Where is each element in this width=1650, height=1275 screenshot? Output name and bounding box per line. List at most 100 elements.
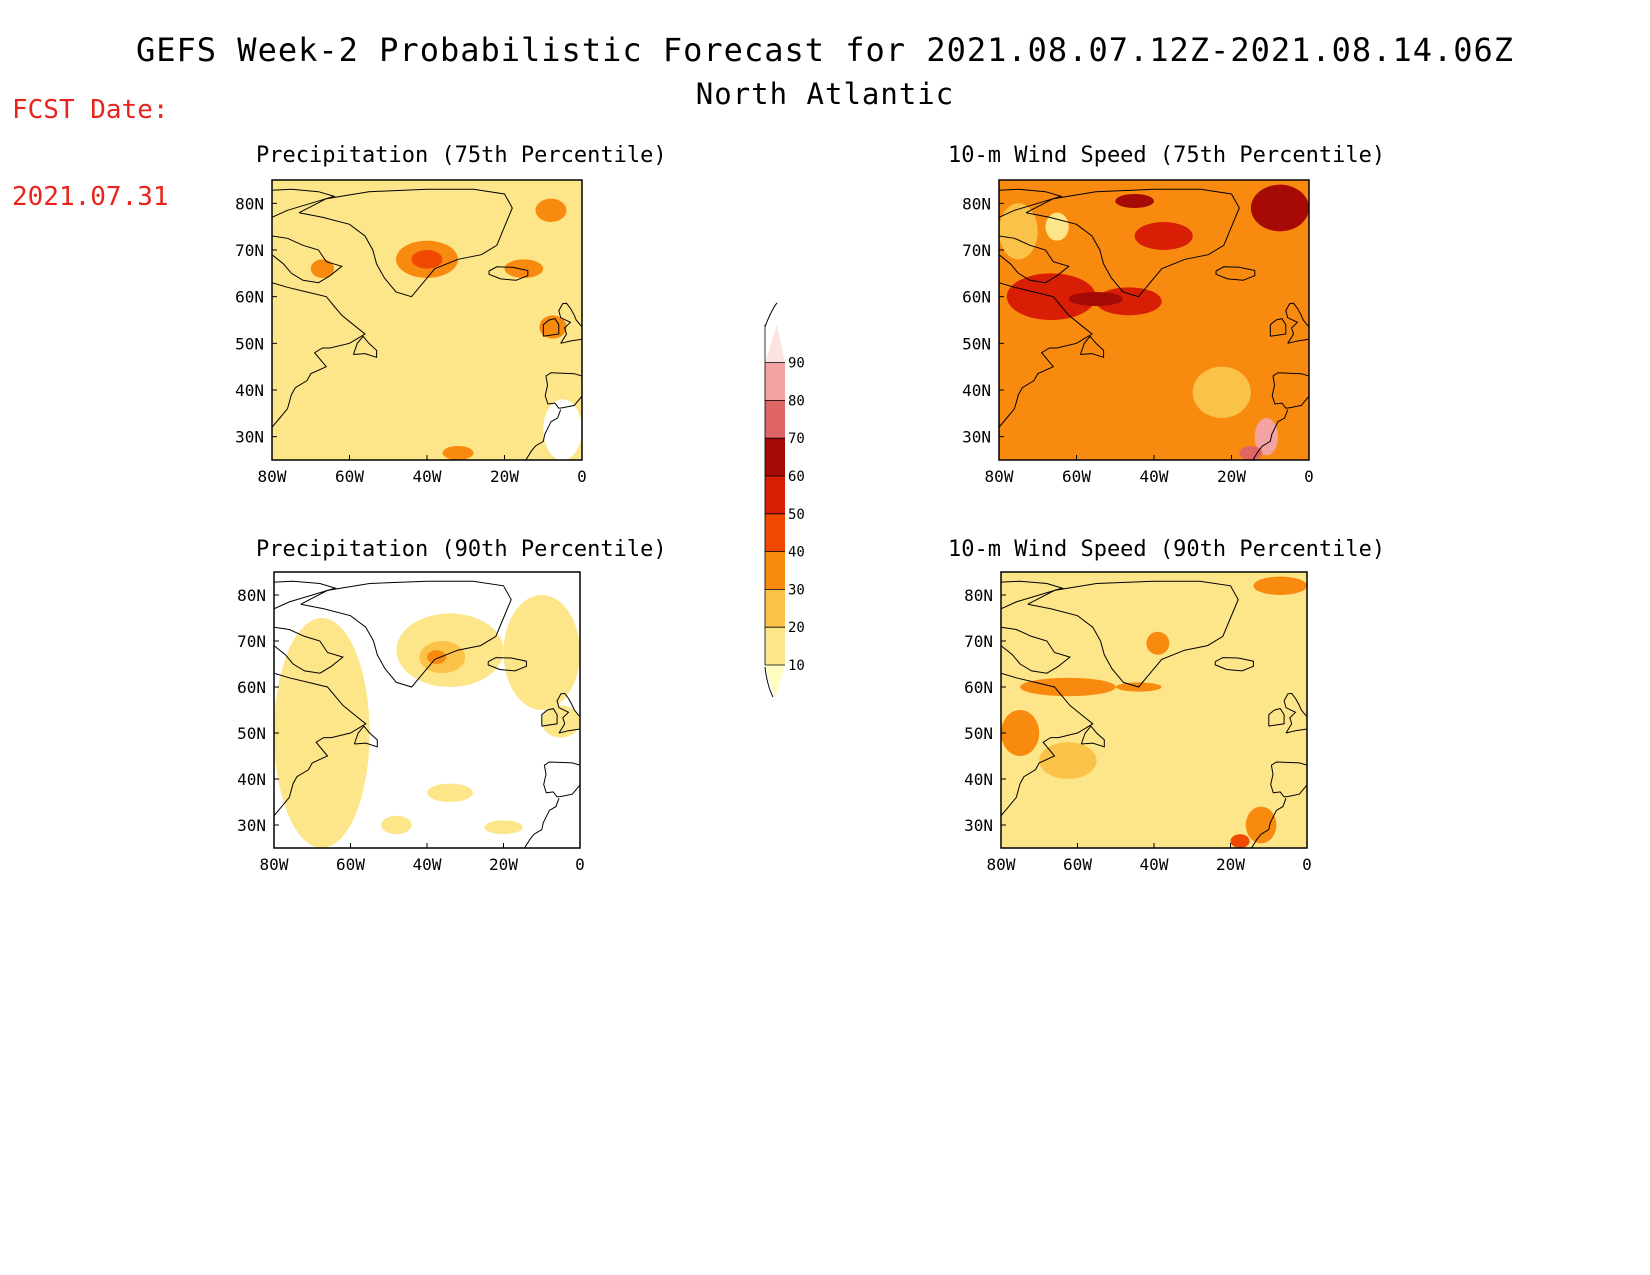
shaded-region bbox=[484, 820, 523, 835]
colorbar: 10 20 30 40 50 60 70 80 90 bbox=[764, 302, 805, 699]
lat-label: 70N bbox=[964, 632, 993, 651]
coastline-newfoundland bbox=[353, 725, 378, 748]
lat-label: 70N bbox=[237, 632, 266, 651]
lon-label: 0 bbox=[577, 467, 587, 486]
coastline-baffin bbox=[1001, 626, 1071, 674]
lon-label: 0 bbox=[1302, 855, 1312, 874]
map-panel-precip90: 80N 70N 60N 50N 40N 30N 80W 60W 40W 20W 0 bbox=[237, 571, 585, 874]
lat-label: 30N bbox=[237, 816, 266, 835]
coastline-greenland bbox=[1025, 188, 1240, 298]
shaded-region bbox=[1039, 742, 1097, 779]
lon-label: 0 bbox=[1304, 467, 1314, 486]
lat-label: 60N bbox=[964, 678, 993, 697]
coastline-ireland bbox=[541, 708, 558, 727]
coastline-iberia bbox=[543, 761, 580, 798]
shaded-region bbox=[411, 250, 443, 269]
shaded-region bbox=[1253, 576, 1307, 595]
coastline-britain bbox=[1285, 302, 1309, 344]
lat-label: 40N bbox=[964, 770, 993, 789]
shaded-region bbox=[535, 198, 567, 222]
lat-label: 30N bbox=[964, 816, 993, 835]
shaded-region bbox=[442, 446, 474, 460]
lon-label: 60W bbox=[1062, 467, 1091, 486]
shaded-region bbox=[368, 315, 486, 372]
shaded-region bbox=[427, 783, 473, 802]
lat-label: 50N bbox=[235, 334, 264, 353]
colorbar-label: 20 bbox=[788, 620, 805, 636]
coastline-newfoundland bbox=[352, 335, 378, 358]
shaded-region bbox=[310, 259, 334, 278]
lon-label: 0 bbox=[575, 855, 585, 874]
lat-label: 80N bbox=[235, 194, 264, 213]
coastline-africa bbox=[524, 798, 560, 848]
lon-label: 40W bbox=[1140, 467, 1169, 486]
coastline-iceland bbox=[488, 266, 529, 281]
coastline-ellesmere bbox=[999, 188, 1063, 218]
panel-title-wind75: 10-m Wind Speed (75th Percentile) bbox=[948, 143, 1386, 168]
coastline-britain bbox=[558, 302, 582, 344]
colorbar-swatch bbox=[765, 400, 785, 439]
lat-label: 50N bbox=[964, 724, 993, 743]
coastline-baffin bbox=[272, 235, 343, 284]
coastline-iceland bbox=[1214, 657, 1254, 672]
shaded-region bbox=[1230, 834, 1250, 848]
coastline-labrador bbox=[274, 672, 367, 817]
map-panel-wind90: 80N 70N 60N 50N 40N 30N 80W 60W 40W 20W 0 bbox=[964, 571, 1312, 874]
shaded-region bbox=[272, 296, 389, 390]
shaded-region bbox=[1020, 677, 1116, 697]
colorbar-label: 40 bbox=[788, 545, 805, 561]
shaded-region bbox=[1245, 806, 1277, 844]
coastline-labrador bbox=[1001, 672, 1094, 817]
lat-label: 60N bbox=[235, 288, 264, 307]
shaded-region bbox=[1077, 788, 1193, 848]
colorbar-label: 80 bbox=[788, 393, 805, 409]
lat-label: 40N bbox=[235, 381, 264, 400]
shaded-region bbox=[1134, 756, 1212, 789]
colorbar-swatch bbox=[765, 665, 785, 699]
shaded-region bbox=[349, 390, 505, 423]
lat-label: 40N bbox=[237, 770, 266, 789]
colorbar-label: 90 bbox=[788, 356, 805, 372]
coastline-newfoundland bbox=[1079, 335, 1105, 358]
shaded-region bbox=[1239, 446, 1263, 460]
colorbar-swatch bbox=[765, 589, 785, 628]
lat-label: 80N bbox=[964, 586, 993, 605]
coastline-iceland bbox=[1215, 266, 1256, 281]
shaded-region bbox=[1146, 631, 1170, 655]
lon-label: 60W bbox=[1063, 855, 1092, 874]
colorbar-outline bbox=[764, 302, 778, 698]
coastline-britain bbox=[1283, 692, 1307, 734]
coastline-africa bbox=[1251, 798, 1287, 848]
shaded-region bbox=[1192, 366, 1251, 418]
coastline-labrador bbox=[272, 282, 366, 428]
lon-label: 80W bbox=[987, 855, 1016, 874]
shaded-region bbox=[999, 203, 1038, 260]
lon-label: 20W bbox=[1217, 467, 1246, 486]
shaded-region bbox=[1250, 184, 1309, 232]
lon-label: 80W bbox=[258, 467, 287, 486]
coastline-ellesmere bbox=[274, 580, 337, 610]
coastline-britain bbox=[556, 692, 580, 734]
forecast-date-block: FCST Date: 2021.07.31 bbox=[12, 38, 169, 241]
colorbar-label: 60 bbox=[788, 469, 805, 485]
coastline-africa bbox=[1252, 409, 1289, 460]
lon-label: 80W bbox=[260, 855, 289, 874]
lat-label: 50N bbox=[237, 724, 266, 743]
shaded-region bbox=[504, 259, 544, 278]
lon-label: 40W bbox=[1140, 855, 1169, 874]
coastline-baffin bbox=[999, 235, 1070, 284]
coastline-newfoundland bbox=[1080, 725, 1105, 748]
colorbar-swatch bbox=[765, 324, 785, 363]
lat-label: 50N bbox=[962, 334, 991, 353]
lon-label: 20W bbox=[1216, 855, 1245, 874]
shaded-region bbox=[427, 650, 447, 664]
lat-label: 60N bbox=[237, 678, 266, 697]
coastline-labrador bbox=[999, 282, 1093, 428]
coastline-africa bbox=[525, 409, 562, 460]
coastline-greenland bbox=[300, 580, 512, 688]
shaded-region bbox=[1134, 222, 1193, 250]
map-panel-wind75: 80N 70N 60N 50N 40N 30N 80W 60W 40W 20W 0 bbox=[962, 179, 1314, 486]
region-title: North Atlantic bbox=[695, 77, 955, 111]
lat-label: 70N bbox=[962, 241, 991, 260]
lon-label: 60W bbox=[336, 855, 365, 874]
